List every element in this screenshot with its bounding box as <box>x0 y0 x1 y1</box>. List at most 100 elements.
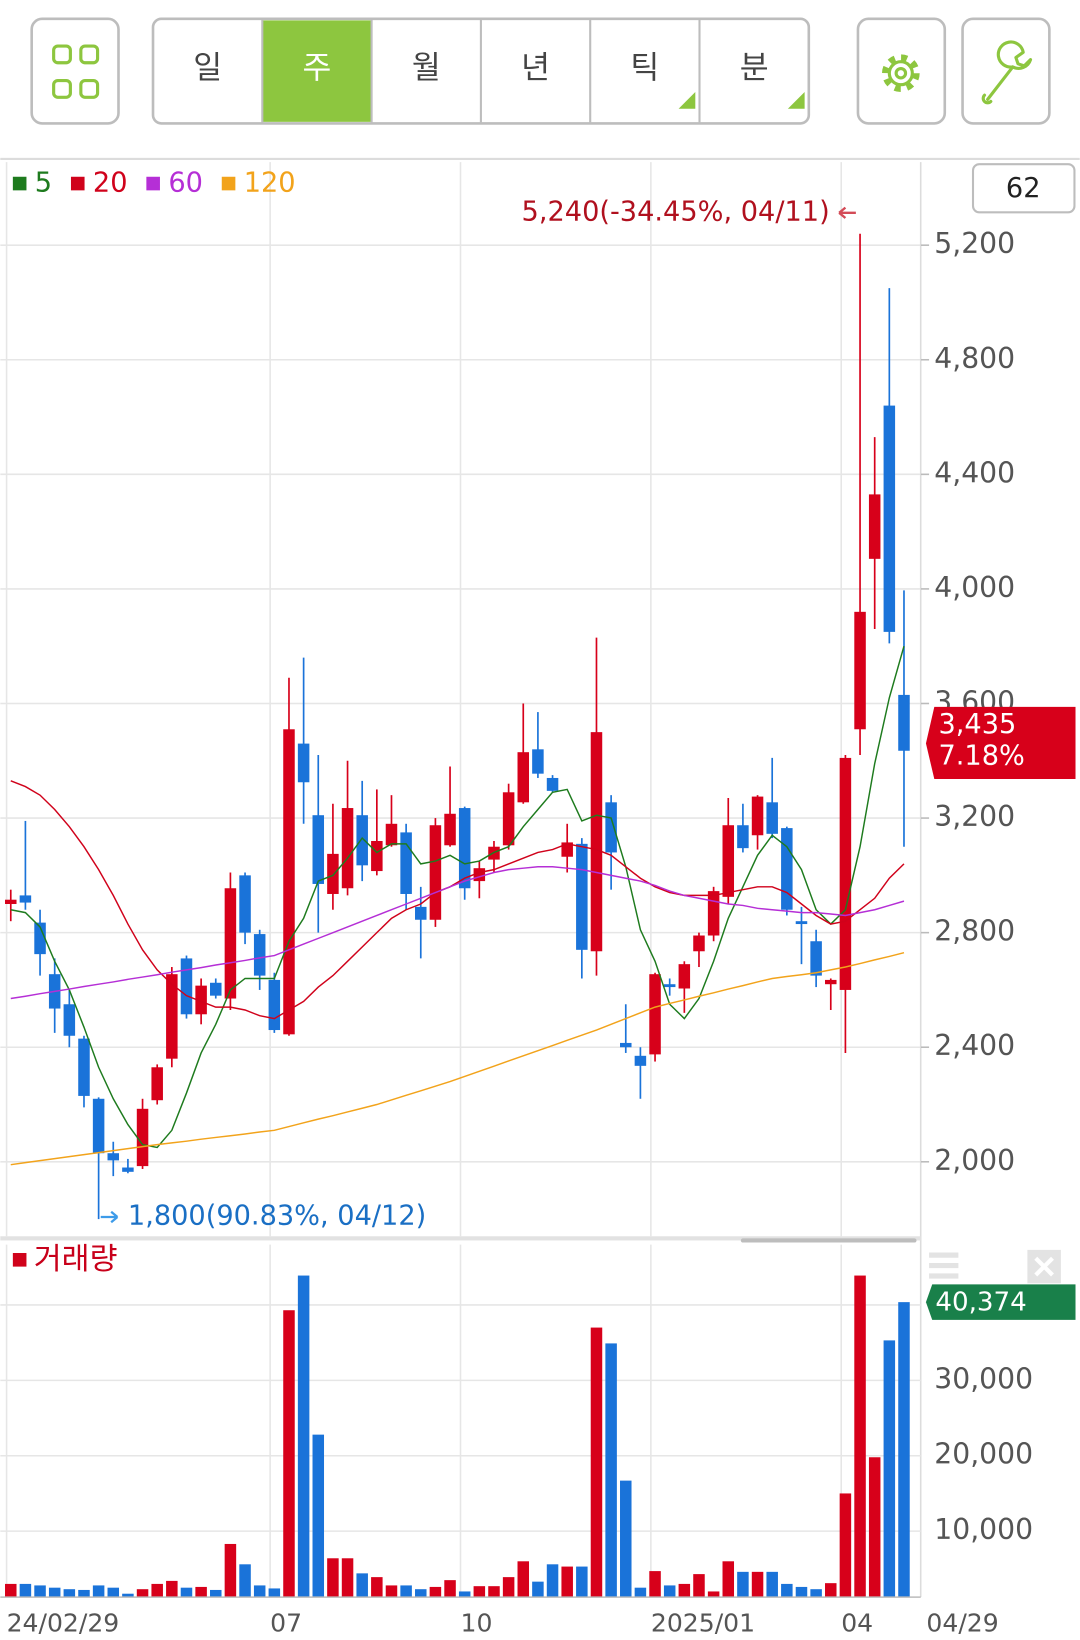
last-volume-tag <box>925 1284 1076 1320</box>
candle-body <box>473 868 486 882</box>
volume-bar <box>561 1566 573 1607</box>
y-tick-label: 5,200 <box>934 227 1015 260</box>
volume-bar <box>898 1302 910 1607</box>
candle-body <box>605 802 617 853</box>
candle-body <box>327 853 339 894</box>
moving-average-line <box>10 951 905 1166</box>
volume-title: 거래량 <box>34 1242 118 1277</box>
scroll-handle <box>740 1238 917 1243</box>
candle-body <box>561 842 573 857</box>
volume-bar <box>605 1343 617 1607</box>
settings-button[interactable] <box>856 17 947 125</box>
volume-bar <box>92 1585 105 1607</box>
volume-bar <box>825 1583 837 1607</box>
tools-button[interactable] <box>961 17 1051 125</box>
candle-body <box>180 958 193 1015</box>
volume-bar <box>737 1571 749 1607</box>
candle-body <box>663 984 676 988</box>
candle-body <box>898 694 910 751</box>
high-arrow <box>838 206 856 219</box>
candle-body <box>502 792 515 846</box>
volume-bar <box>239 1564 251 1607</box>
candle-body <box>63 1004 76 1036</box>
candle-body <box>444 813 456 846</box>
period-tab[interactable]: 틱 <box>589 19 696 123</box>
volume-bar <box>649 1571 661 1607</box>
volume-bar <box>400 1585 412 1607</box>
y-tick-label: 2,800 <box>934 915 1015 948</box>
candle-body <box>868 494 881 559</box>
tab-label: 틱 <box>630 50 659 86</box>
legend-label: 120 <box>244 168 296 199</box>
candle-body <box>751 796 764 836</box>
y-tick-label: 2,400 <box>934 1029 1015 1062</box>
candle-body <box>517 752 530 803</box>
candle-body <box>795 921 808 925</box>
y-tick-label: 10,000 <box>934 1513 1033 1546</box>
moving-average-line <box>10 866 905 1000</box>
y-tick-label: 4,000 <box>934 571 1015 604</box>
volume-bar <box>371 1577 383 1607</box>
moving-average-line <box>10 780 905 1020</box>
volume-bar <box>312 1434 325 1607</box>
candle-body <box>356 815 368 866</box>
candle-body <box>546 777 559 791</box>
period-tab[interactable]: 주 <box>261 19 372 123</box>
volume-bar <box>356 1573 368 1607</box>
last-price-label: 3,435 <box>938 709 1016 740</box>
candle-body <box>458 808 471 889</box>
candle-body <box>253 934 266 976</box>
legend-label: 60 <box>168 168 203 199</box>
tab-label: 분 <box>740 50 769 86</box>
volume-bar <box>722 1561 735 1607</box>
candle-body <box>283 729 295 1035</box>
last-date-label: 04/29 <box>926 1608 998 1637</box>
candle-body <box>210 982 222 996</box>
menu-button[interactable] <box>30 17 120 125</box>
volume-bar <box>502 1577 515 1607</box>
candle-body <box>722 825 735 897</box>
candle-body <box>371 840 383 872</box>
period-tab[interactable]: 년 <box>479 19 550 123</box>
candle-body <box>312 815 325 884</box>
volume-bar <box>283 1310 295 1607</box>
legend-swatch <box>146 176 160 191</box>
period-tab[interactable]: 월 <box>370 19 441 123</box>
candle-body <box>883 405 896 632</box>
candle-body <box>107 1153 120 1161</box>
candle-body <box>151 1067 163 1101</box>
volume-bar <box>854 1275 866 1607</box>
candle-body <box>415 906 427 920</box>
candle-body <box>19 895 32 903</box>
legend-label: 5 <box>35 168 52 199</box>
volume-bar <box>34 1585 46 1607</box>
x-tick-label: 24/02/29 <box>7 1608 120 1637</box>
low-annotation: 1,800(90.83%, 04/12) <box>128 1200 426 1231</box>
y-tick-label: 4,400 <box>934 456 1015 489</box>
candle-body <box>239 875 251 933</box>
candle-body <box>532 749 544 774</box>
candle-body <box>737 825 749 849</box>
count-label: 62 <box>1006 173 1041 204</box>
candle-body <box>766 802 778 834</box>
low-arrow <box>100 1210 119 1224</box>
volume-panel-icons <box>929 1249 1061 1284</box>
volume-bar <box>663 1585 676 1607</box>
volume-title-icon <box>12 1253 27 1267</box>
volume-bar <box>590 1327 603 1607</box>
candle-body <box>649 974 661 1055</box>
y-tick-label: 20,000 <box>934 1438 1033 1471</box>
volume-bar <box>678 1583 691 1607</box>
count-box[interactable]: 62 <box>971 163 1076 214</box>
volume-bar <box>839 1493 852 1607</box>
volume-bar <box>532 1581 544 1607</box>
panel-divider <box>0 1236 921 1241</box>
candle-body <box>195 985 207 1015</box>
x-axis-band <box>0 1597 1080 1640</box>
volume-bar <box>385 1585 398 1607</box>
volume-bar <box>517 1561 530 1607</box>
period-tab[interactable]: 일 <box>193 50 222 86</box>
candle-body <box>678 964 691 989</box>
